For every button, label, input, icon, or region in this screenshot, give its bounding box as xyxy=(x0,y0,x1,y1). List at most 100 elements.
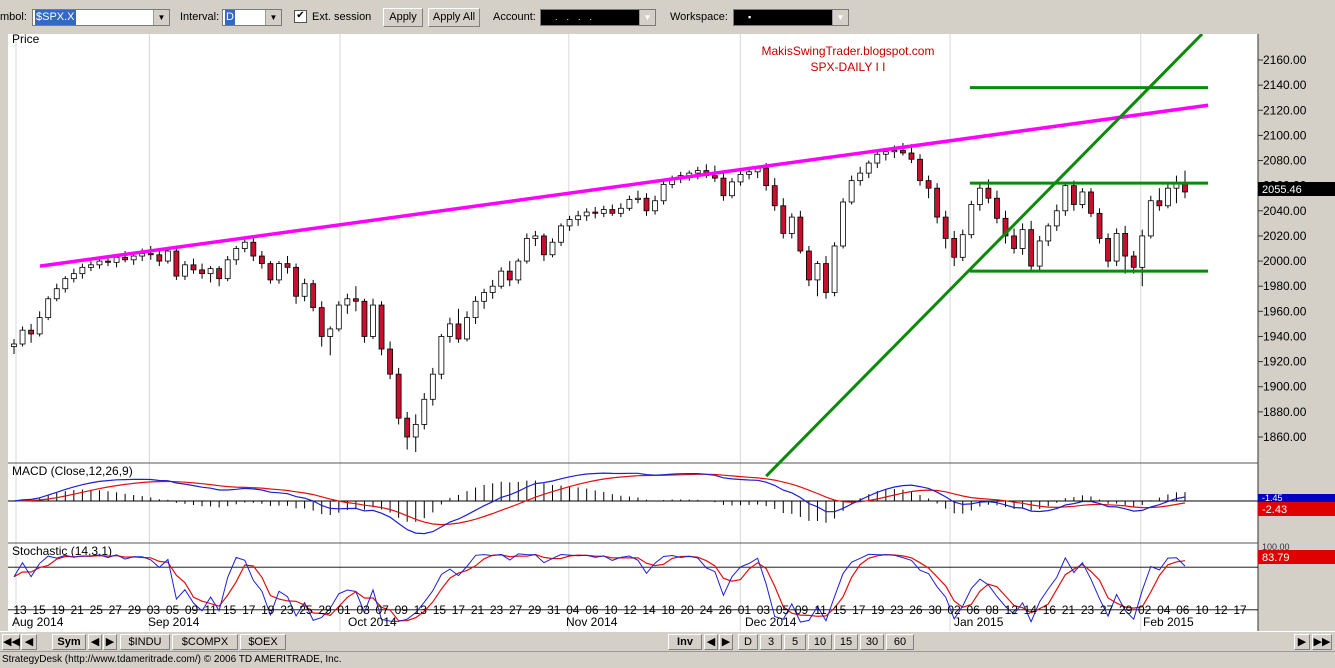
scroll-first-icon[interactable]: ◀◀ xyxy=(2,634,20,650)
price-tick-label: 1860.00 xyxy=(1263,430,1307,444)
tab-symbol-compx[interactable]: $COMPX xyxy=(172,634,238,650)
day-tick-label: 15 xyxy=(833,603,847,617)
day-tick-label: 01 xyxy=(337,603,351,617)
candle-body xyxy=(1070,185,1077,205)
ext-session-label: Ext. session xyxy=(312,11,372,23)
last-price-box xyxy=(1258,182,1335,196)
bottom-tab-bar: ◀◀ ◀ Sym ◀ ▶ $INDU $COMPX $OEX Inv ◀ ▶ D… xyxy=(0,631,1335,652)
candle-body xyxy=(711,175,718,179)
candle-body xyxy=(515,260,522,281)
candle-body xyxy=(635,197,641,200)
candle-body xyxy=(387,348,393,375)
candle-body xyxy=(28,329,34,335)
chevron-down-icon[interactable]: ▼ xyxy=(153,10,169,25)
candle-body xyxy=(258,255,265,264)
candle-body xyxy=(378,304,385,350)
day-tick-label: 07 xyxy=(376,603,390,617)
candle-body xyxy=(575,215,582,220)
day-tick-label: 05 xyxy=(166,603,180,617)
candle-body xyxy=(1062,185,1069,212)
candle-body xyxy=(908,152,915,160)
candle-body xyxy=(267,263,274,281)
tab-symbol-indu[interactable]: $INDU xyxy=(120,634,170,650)
tab-interval-d[interactable]: D xyxy=(738,634,758,650)
tab-next-icon[interactable]: ▶ xyxy=(103,634,117,650)
candle-body xyxy=(994,197,1000,219)
candle-body xyxy=(276,263,282,281)
day-tick-label: 26 xyxy=(909,603,923,617)
scroll-right-icon[interactable]: ▶ xyxy=(1294,634,1310,650)
day-tick-label: 01 xyxy=(738,603,752,617)
apply-button[interactable]: Apply xyxy=(383,8,423,27)
candle-body xyxy=(455,323,462,340)
inv-button[interactable]: Inv xyxy=(668,634,702,650)
chevron-down-icon[interactable]: ▼ xyxy=(265,10,281,25)
day-tick-label: 17 xyxy=(242,603,256,617)
day-tick-label: 17 xyxy=(852,603,866,617)
candle-body xyxy=(122,256,129,261)
stoch-k-line xyxy=(13,553,1186,623)
tab-interval-30[interactable]: 30 xyxy=(860,634,884,650)
scroll-left-icon[interactable]: ◀ xyxy=(21,634,37,650)
candle-body xyxy=(173,250,180,277)
candle-body xyxy=(566,219,573,227)
tab-interval-15[interactable]: 15 xyxy=(834,634,858,650)
tab-interval-60[interactable]: 60 xyxy=(886,634,914,650)
interval-value: D xyxy=(225,10,235,25)
day-tick-label: 23 xyxy=(890,603,904,617)
workspace-select[interactable]: ▪ ▼ xyxy=(733,9,849,26)
tab-symbol-oex[interactable]: $OEX xyxy=(240,634,286,650)
account-select[interactable]: .... ▼ xyxy=(540,9,656,26)
day-tick-label: 23 xyxy=(490,603,504,617)
scroll-last-icon[interactable]: ▶▶ xyxy=(1312,634,1332,650)
candle-body xyxy=(1053,210,1060,227)
ext-session-checkbox[interactable]: ✔ xyxy=(294,10,307,23)
tab-interval-5[interactable]: 5 xyxy=(784,634,806,650)
stoch-value: 83.79 xyxy=(1262,552,1290,564)
symbol-input[interactable]: $SPX.X ▼ xyxy=(32,9,170,26)
tab-interval-3[interactable]: 3 xyxy=(760,634,782,650)
day-tick-label: 31 xyxy=(547,603,561,617)
chevron-down-icon[interactable]: ▼ xyxy=(832,10,848,25)
day-tick-label: 25 xyxy=(90,603,104,617)
day-tick-label: 14 xyxy=(1024,603,1038,617)
tab-prev-icon[interactable]: ◀ xyxy=(704,634,718,650)
tab-interval-10[interactable]: 10 xyxy=(808,634,832,650)
day-tick-label: 27 xyxy=(509,603,523,617)
toolbar: mbol: $SPX.X ▼ Interval: D ▼ ✔ Ext. sess… xyxy=(0,0,1335,34)
candle-body xyxy=(1105,238,1111,262)
interval-select[interactable]: D ▼ xyxy=(222,9,282,26)
month-tick-label: Jan 2015 xyxy=(954,615,1004,629)
candle-body xyxy=(592,211,599,214)
candle-body xyxy=(130,255,137,261)
day-tick-label: 02 xyxy=(1138,603,1152,617)
apply-all-button[interactable]: Apply All xyxy=(428,8,480,27)
candle-body xyxy=(917,158,923,182)
candle-body xyxy=(421,398,428,425)
candle-body xyxy=(1156,200,1163,207)
day-tick-label: 11 xyxy=(814,603,827,617)
candle-body xyxy=(447,323,453,337)
day-tick-label: 19 xyxy=(871,603,885,617)
day-tick-label: 27 xyxy=(1100,603,1114,617)
candle-body xyxy=(797,216,804,252)
price-tick-label: 1920.00 xyxy=(1263,355,1307,369)
candle-body xyxy=(976,187,983,205)
tab-next-icon[interactable]: ▶ xyxy=(719,634,733,650)
day-tick-label: 18 xyxy=(661,603,675,617)
candle-body xyxy=(814,263,821,281)
candle-body xyxy=(216,268,223,280)
chart-area[interactable]: Price MakisSwingTrader.blogspot.com SPX-… xyxy=(0,34,1335,631)
candle-body xyxy=(934,187,941,218)
day-tick-label: 08 xyxy=(986,603,1000,617)
candle-body xyxy=(788,216,795,234)
chevron-down-icon[interactable]: ▼ xyxy=(639,10,655,25)
sym-button[interactable]: Sym xyxy=(52,634,86,650)
candle-body xyxy=(70,273,77,280)
candle-body xyxy=(464,317,470,340)
macd-divergence-line xyxy=(765,34,1204,478)
day-tick-label: 25 xyxy=(299,603,313,617)
tab-prev-icon[interactable]: ◀ xyxy=(88,634,102,650)
day-tick-label: 14 xyxy=(642,603,656,617)
candle-body xyxy=(643,197,650,212)
